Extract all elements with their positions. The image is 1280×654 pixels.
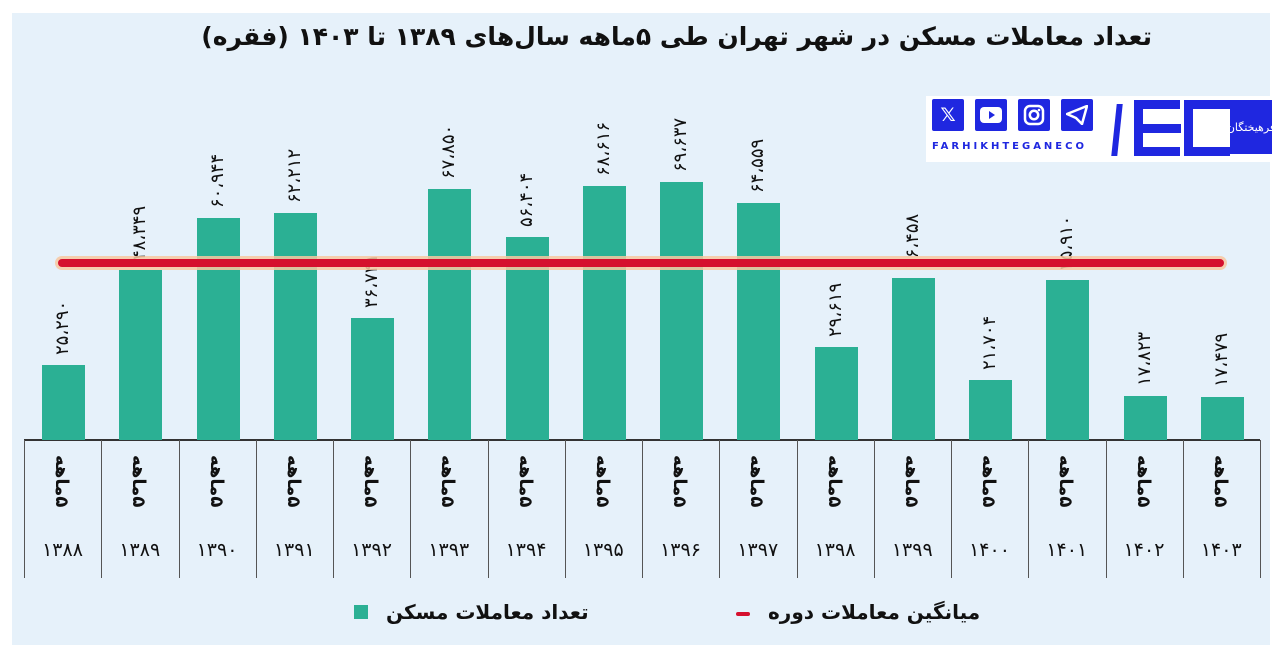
category-divider <box>873 440 875 578</box>
category-period-label: ۵ماهه <box>514 455 536 508</box>
category-period-label: ۵ماهه <box>205 455 227 508</box>
brand-text: FARHIKHTEGANECO <box>932 141 1087 152</box>
category-year-label: ۱۳۹۲ <box>351 539 392 561</box>
bar-value-label: ۶۴،۵۵۹ <box>747 138 769 193</box>
category-year-label: ۱۳۸۸ <box>42 539 83 561</box>
legend-average-label: میانگین معاملات دوره <box>768 600 981 624</box>
instagram-icon[interactable] <box>1018 99 1050 131</box>
category-divider <box>255 440 257 578</box>
category-divider <box>178 440 180 578</box>
bar <box>969 379 1012 440</box>
bar-value-label: ۶۰،۹۴۴ <box>206 153 228 208</box>
category-year-label: ۱۳۹۳ <box>428 539 470 561</box>
bar-value-label: ۲۹،۶۱۹ <box>824 283 846 338</box>
bar <box>1123 395 1167 440</box>
category-period-label: ۵ماهه <box>978 455 999 508</box>
category-divider <box>24 440 25 578</box>
category-year-label: ۱۴۰۲ <box>1123 539 1165 561</box>
bar <box>582 186 626 440</box>
category-divider <box>951 440 952 578</box>
logo-letter-c <box>1184 100 1230 156</box>
bar-value-label: ۵۶،۴۰۴ <box>515 172 537 227</box>
bar <box>891 277 935 440</box>
category-year-label: ۱۳۹۹ <box>891 539 933 561</box>
category-period-label: ۵ماهه <box>128 455 150 508</box>
category-divider <box>487 440 489 578</box>
category-divider <box>1260 440 1261 578</box>
category-period-label: ۵ماهه <box>591 455 613 508</box>
chart-title: تعداد معاملات مسکن در شهر تهران طی ۵ماهه… <box>201 22 1152 51</box>
category-period-label: ۵ماهه <box>282 455 304 508</box>
bar <box>351 317 394 440</box>
category-year-label: ۱۳۹۶ <box>660 539 701 561</box>
category-period-label: ۵ماهه <box>437 455 459 508</box>
category-period-label: ۵ماهه <box>360 455 381 508</box>
category-divider <box>642 440 643 578</box>
legend-bar-swatch <box>354 605 368 619</box>
category-period-label: ۵ماهه <box>1055 455 1077 508</box>
telegram-icon[interactable] <box>1061 99 1093 131</box>
x-icon[interactable]: 𝕏 <box>932 99 964 131</box>
category-year-label: ۱۳۹۰ <box>196 539 238 561</box>
category-period-label: ۵ماهه <box>823 455 845 508</box>
bar-value-label: ۶۸،۶۱۶ <box>592 122 614 177</box>
bar <box>737 202 781 440</box>
category-year-label: ۱۳۹۵ <box>582 539 624 561</box>
bar <box>273 212 317 440</box>
bar <box>814 347 858 440</box>
category-period-label: ۵ماهه <box>1132 455 1154 508</box>
category-year-label: ۱۳۹۱ <box>273 539 315 561</box>
category-period-label: ۵ماهه <box>1209 455 1231 508</box>
bar-value-label: ۱۷،۸۲۳ <box>1133 331 1155 386</box>
youtube-icon[interactable] <box>975 99 1007 131</box>
category-divider <box>564 440 566 578</box>
legend-line-swatch <box>736 612 750 616</box>
category-year-label: ۱۳۹۷ <box>737 539 779 561</box>
category-period-label: ۵ماهه <box>669 455 690 508</box>
category-period-label: ۵ماهه <box>51 455 72 508</box>
brand-logo: 𝕏 FARHIKHTEGANECO فرهیختگان <box>926 96 1275 162</box>
category-divider <box>719 440 721 578</box>
category-year-label: ۱۳۹۸ <box>814 539 856 561</box>
category-divider <box>410 440 412 578</box>
bar <box>428 189 472 440</box>
bar-value-label: ۲۱،۷۰۴ <box>979 315 1000 370</box>
category-divider <box>1105 440 1107 578</box>
bar-value-label: ۶۷،۸۵۰ <box>438 125 460 180</box>
bar-value-label: ۶۲،۲۱۲ <box>283 148 305 203</box>
category-year-label: ۱۴۰۰ <box>969 539 1010 561</box>
category-divider <box>796 440 798 578</box>
category-divider <box>1028 440 1030 578</box>
bar <box>196 217 240 440</box>
bar <box>119 269 163 440</box>
category-year-label: ۱۳۸۹ <box>119 539 161 561</box>
category-year-label: ۱۳۹۴ <box>505 539 547 561</box>
bar <box>42 365 85 440</box>
category-divider <box>101 440 103 578</box>
bar-value-label: ۴۸،۳۴۹ <box>129 205 151 260</box>
category-divider <box>1182 440 1184 578</box>
bar-value-label: ۶۹،۶۳۷ <box>670 117 691 172</box>
logo-persian-name: فرهیختگان <box>1227 100 1275 154</box>
category-year-label: ۱۴۰۳ <box>1200 539 1242 561</box>
bar <box>1046 279 1090 440</box>
average-line <box>58 259 1224 267</box>
bar <box>505 236 549 440</box>
category-period-label: ۵ماهه <box>746 455 768 508</box>
logo-letter-e <box>1134 100 1181 156</box>
bar <box>660 182 703 440</box>
bar-value-label: ۲۵،۲۹۰ <box>52 300 73 356</box>
bar-value-label: ۱۷،۴۷۹ <box>1210 333 1232 388</box>
category-divider <box>333 440 334 578</box>
bar <box>1200 397 1244 440</box>
legend-bars-label: تعداد معاملات مسکن <box>386 600 589 624</box>
category-year-label: ۱۴۰۱ <box>1046 539 1088 561</box>
category-period-label: ۵ماهه <box>900 455 922 508</box>
